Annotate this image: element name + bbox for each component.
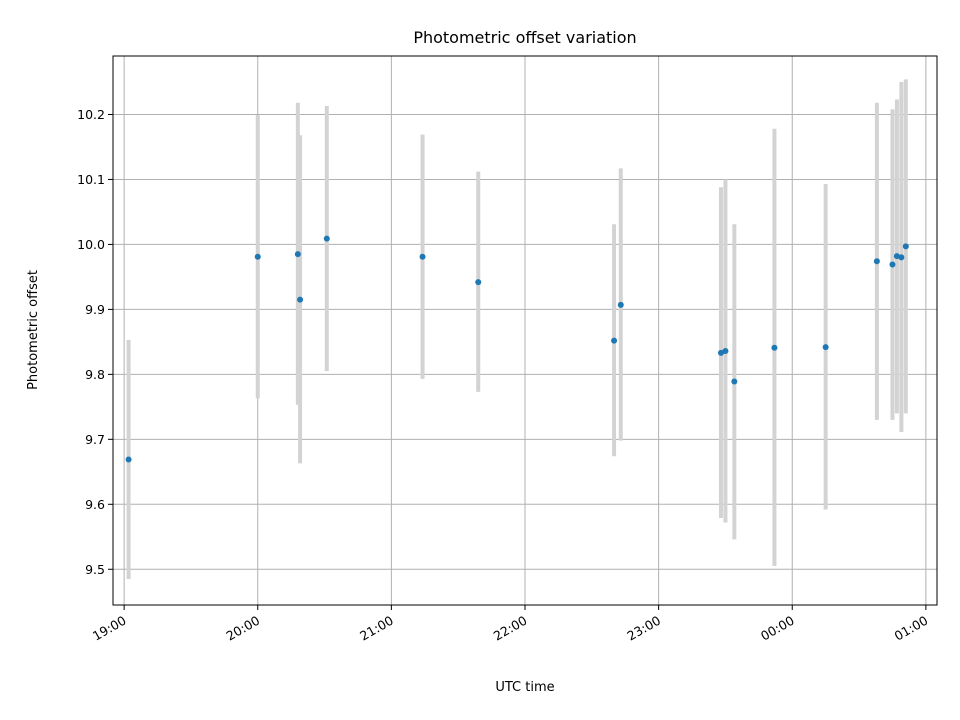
- data-point: [125, 456, 132, 463]
- data-point: [611, 337, 618, 344]
- data-point: [297, 296, 304, 303]
- data-point: [898, 254, 905, 261]
- y-axis-ticks: 9.5 9.6 9.7 9.8 9.9 10.0 10.1 10.2: [77, 107, 113, 577]
- data-point: [419, 253, 426, 260]
- data-point: [294, 251, 301, 258]
- y-tick-label: 9.8: [85, 367, 105, 382]
- data-point: [771, 344, 778, 351]
- y-tick-label: 10.0: [77, 237, 105, 252]
- y-tick-label: 9.5: [85, 562, 105, 577]
- grid-lines: [113, 56, 937, 605]
- data-point: [617, 301, 624, 308]
- data-point: [323, 235, 330, 242]
- y-tick-label: 9.7: [85, 432, 105, 447]
- data-point: [254, 253, 261, 260]
- data-point: [902, 243, 909, 250]
- data-point: [873, 258, 880, 265]
- y-tick-label: 10.2: [77, 107, 105, 122]
- y-tick-label: 10.1: [77, 172, 105, 187]
- y-tick-label: 9.9: [85, 302, 105, 317]
- y-tick-label: 9.6: [85, 497, 105, 512]
- data-point: [731, 378, 738, 385]
- chart-title: Photometric offset variation: [413, 28, 636, 47]
- data-point: [889, 261, 896, 268]
- data-point: [722, 347, 729, 354]
- y-axis-label: Photometric offset: [26, 270, 41, 390]
- data-point: [822, 344, 829, 351]
- data-point: [475, 279, 482, 286]
- data-points: [125, 235, 909, 463]
- x-axis-label: UTC time: [495, 680, 554, 695]
